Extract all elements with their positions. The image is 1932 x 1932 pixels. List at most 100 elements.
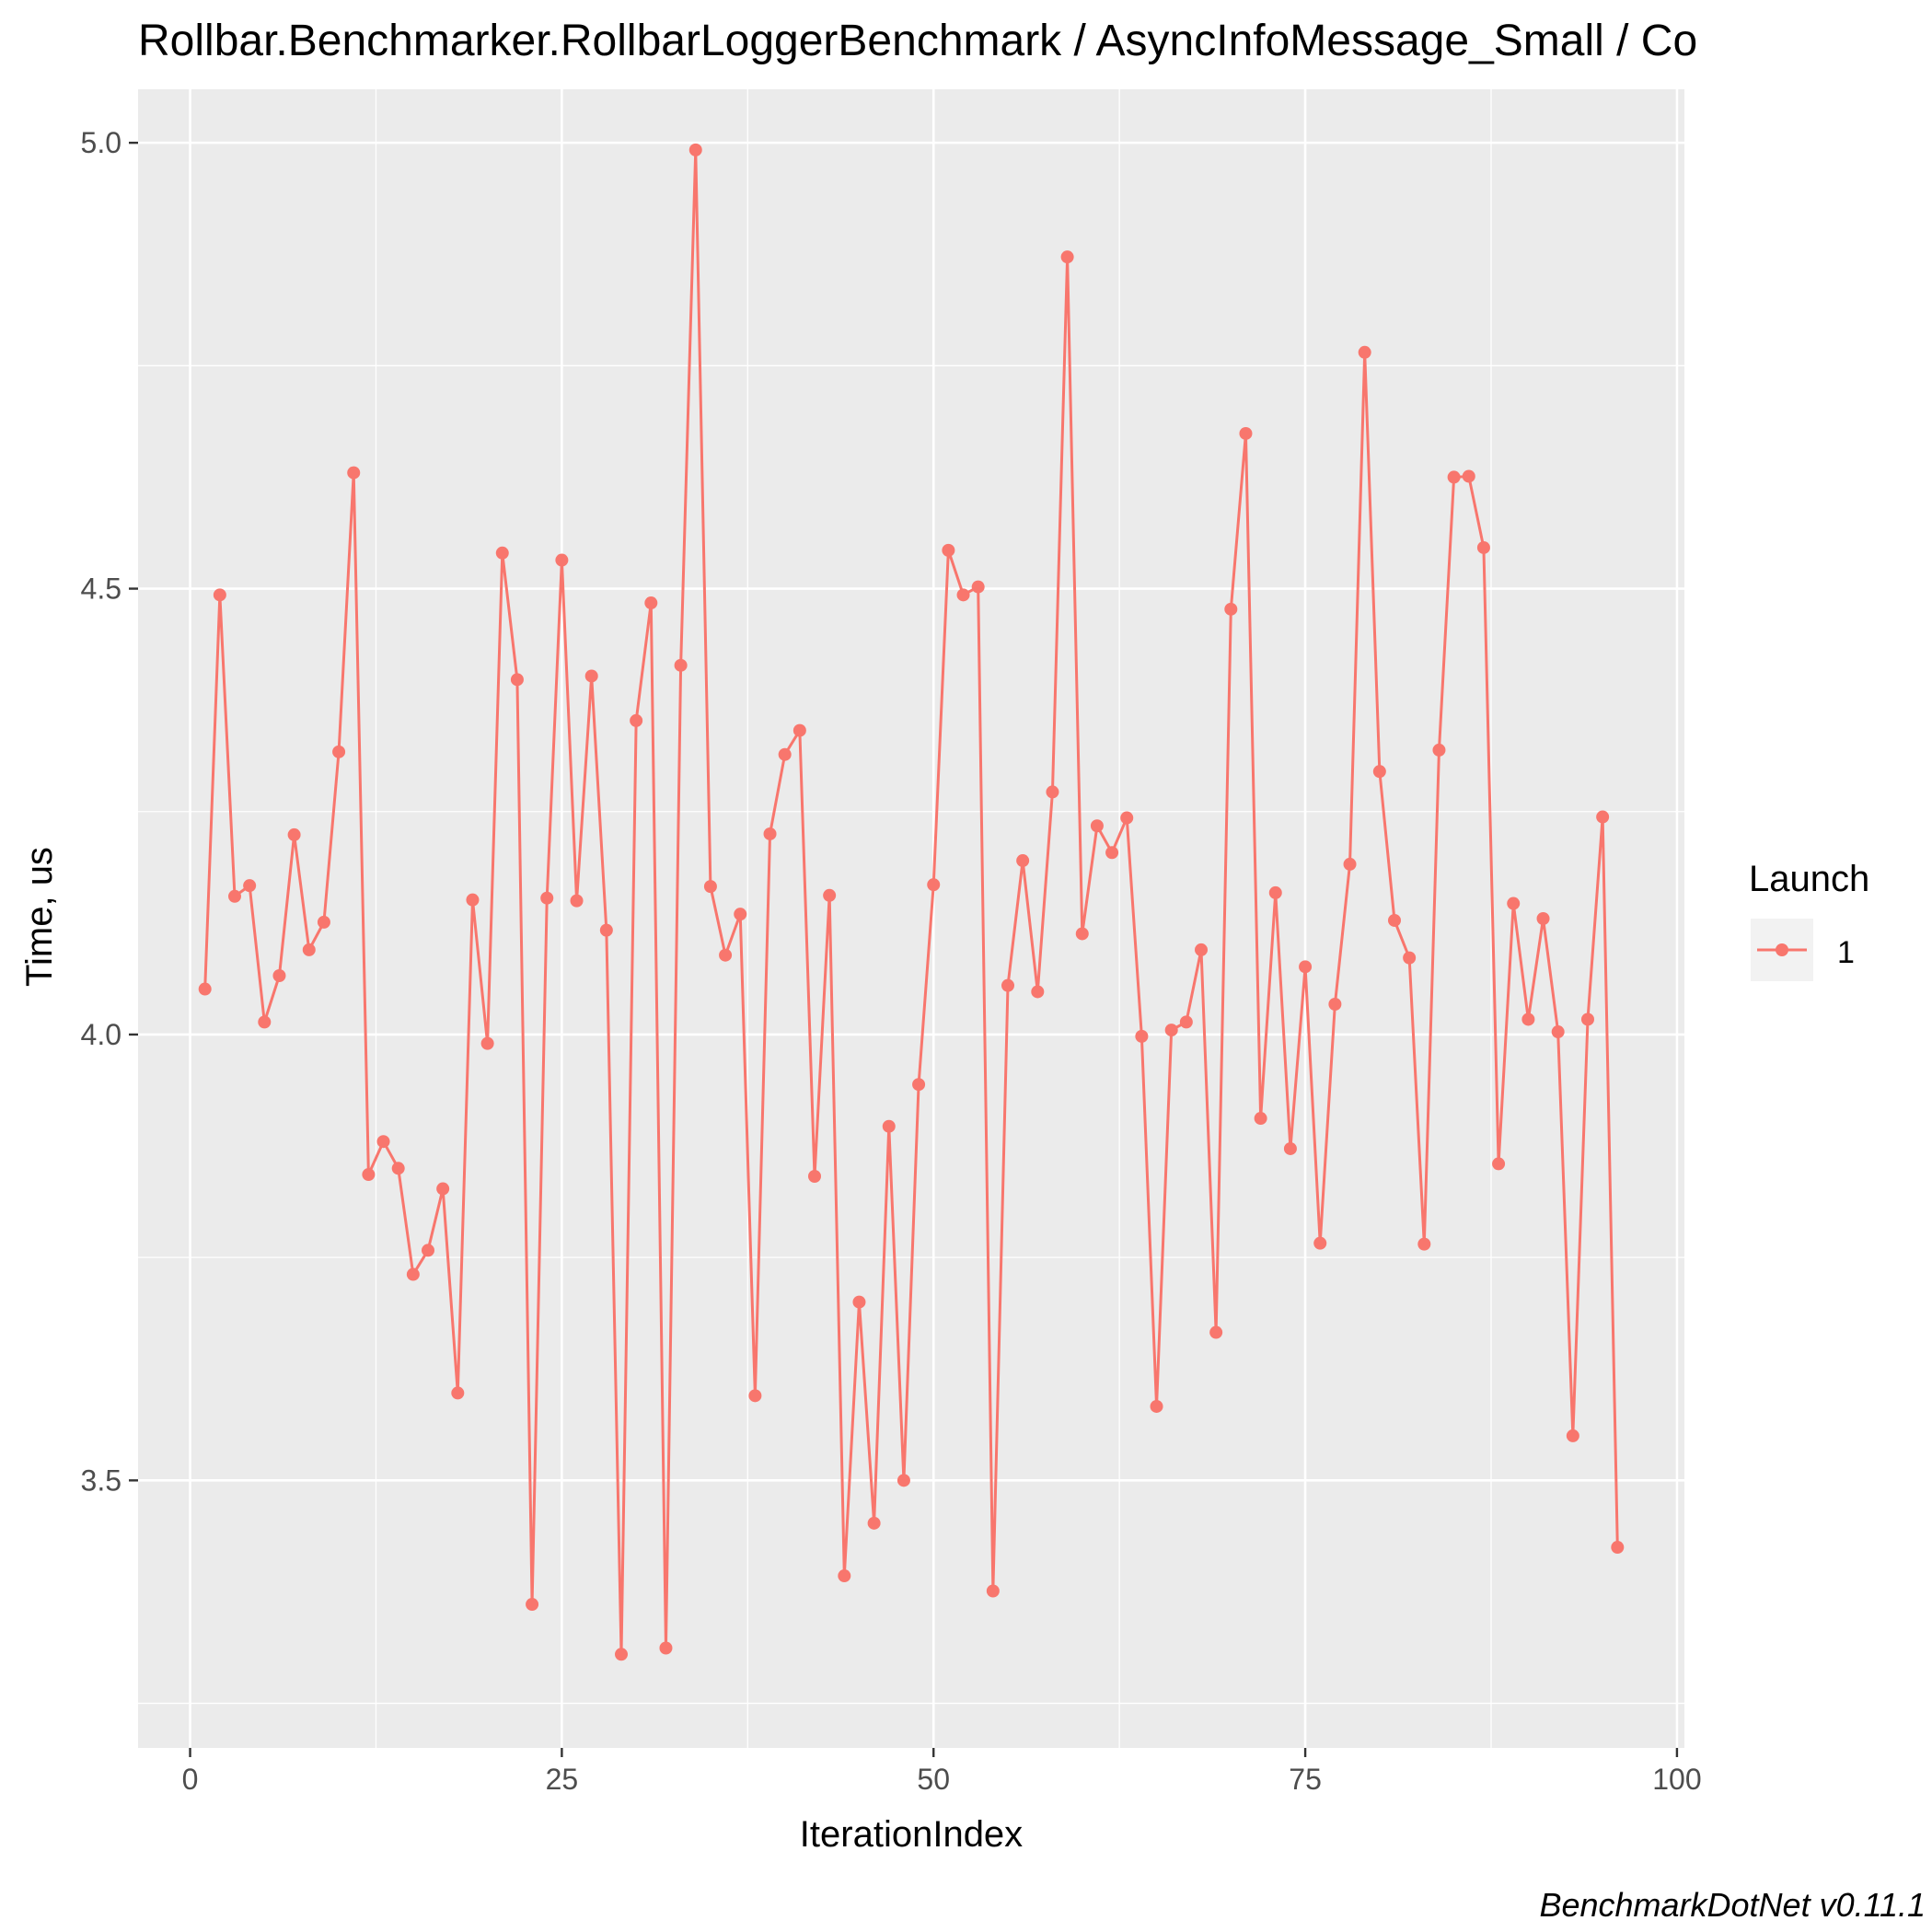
data-point xyxy=(1611,1541,1625,1555)
data-point xyxy=(1150,1399,1163,1413)
chart-title: Rollbar.Benchmarker.RollbarLoggerBenchma… xyxy=(138,17,1697,65)
data-point xyxy=(272,969,286,983)
data-point xyxy=(436,1182,450,1196)
data-point xyxy=(1432,743,1446,757)
x-tick-label: 0 xyxy=(182,1763,199,1796)
data-point xyxy=(540,891,554,905)
series-polyline xyxy=(203,148,1619,1656)
x-tick-label: 50 xyxy=(917,1763,950,1796)
x-tick-label: 100 xyxy=(1652,1763,1701,1796)
data-point xyxy=(1046,785,1059,799)
data-point xyxy=(674,658,688,672)
data-point xyxy=(1358,345,1371,359)
data-point xyxy=(1536,912,1550,925)
data-point xyxy=(630,713,643,727)
data-point xyxy=(1239,426,1253,440)
data-point xyxy=(1254,1112,1267,1126)
y-tick-label: 5.0 xyxy=(81,126,121,159)
data-point xyxy=(1328,998,1342,1012)
data-point xyxy=(823,888,837,902)
data-point xyxy=(778,747,792,761)
data-point xyxy=(971,580,985,594)
data-point xyxy=(287,827,301,841)
data-point xyxy=(510,673,524,687)
data-point xyxy=(1388,913,1401,927)
data-point xyxy=(1299,960,1313,974)
data-point xyxy=(495,546,509,560)
y-axis: 3.5 4.0 4.5 5.0 xyxy=(81,126,138,1497)
data-point xyxy=(1403,951,1417,965)
data-point xyxy=(526,1598,539,1612)
x-tick-label: 25 xyxy=(546,1763,579,1796)
data-point xyxy=(615,1648,628,1661)
data-point xyxy=(362,1168,376,1182)
series-points xyxy=(198,143,1625,1661)
data-point xyxy=(376,1135,390,1149)
data-point xyxy=(1060,250,1074,264)
x-tick-label: 75 xyxy=(1289,1763,1322,1796)
data-point xyxy=(808,1169,821,1183)
data-point xyxy=(734,908,747,921)
data-point xyxy=(570,894,584,908)
data-point xyxy=(1209,1325,1223,1339)
data-point xyxy=(480,1036,494,1050)
series-line xyxy=(203,148,1619,1656)
data-point xyxy=(1596,810,1610,824)
data-point xyxy=(838,1569,851,1583)
data-point xyxy=(852,1295,866,1309)
y-tick-label: 4.5 xyxy=(81,573,121,606)
data-point xyxy=(719,948,733,962)
data-point xyxy=(1016,854,1030,868)
data-point xyxy=(912,1078,926,1092)
data-point xyxy=(1135,1029,1149,1043)
data-point xyxy=(1268,885,1282,899)
data-point xyxy=(555,553,569,567)
data-point xyxy=(243,879,257,893)
data-point xyxy=(1090,819,1104,833)
data-point xyxy=(406,1267,420,1281)
legend-title: Launch xyxy=(1749,859,1869,899)
grid-major xyxy=(138,89,1684,1748)
data-point xyxy=(1507,897,1521,910)
legend-entry-label: 1 xyxy=(1837,935,1855,970)
data-point xyxy=(228,889,241,903)
data-point xyxy=(927,878,941,892)
y-axis-label: Time, us xyxy=(19,847,60,987)
data-point xyxy=(1075,927,1089,941)
data-point xyxy=(584,669,598,683)
plot-panel xyxy=(138,89,1684,1748)
data-point xyxy=(198,982,212,996)
data-point xyxy=(659,1641,673,1655)
data-point xyxy=(703,880,717,894)
data-point xyxy=(1195,943,1208,956)
data-point xyxy=(347,466,361,480)
x-axis-label: IterationIndex xyxy=(800,1814,1023,1855)
data-point xyxy=(882,1119,896,1133)
data-point xyxy=(1581,1012,1594,1026)
x-axis: 0 25 50 75 100 xyxy=(182,1748,1702,1796)
data-point xyxy=(1492,1157,1506,1171)
data-point xyxy=(1521,1012,1535,1026)
data-point xyxy=(599,923,613,937)
y-tick-label: 3.5 xyxy=(81,1463,121,1497)
data-point xyxy=(1105,846,1119,860)
data-point xyxy=(332,745,346,758)
data-point xyxy=(1120,811,1134,825)
data-point xyxy=(1343,857,1357,871)
data-point xyxy=(258,1015,272,1029)
data-point xyxy=(763,827,777,840)
data-point xyxy=(1417,1237,1431,1251)
data-point xyxy=(1283,1141,1297,1155)
data-point xyxy=(792,723,806,737)
data-point xyxy=(1447,470,1461,484)
data-point xyxy=(317,915,330,929)
data-point xyxy=(466,893,480,907)
data-point xyxy=(1001,978,1014,992)
data-point xyxy=(867,1516,881,1530)
data-point xyxy=(956,588,970,602)
data-point xyxy=(897,1474,910,1487)
data-point xyxy=(213,588,226,602)
data-point xyxy=(422,1244,434,1257)
data-point xyxy=(1476,540,1490,554)
